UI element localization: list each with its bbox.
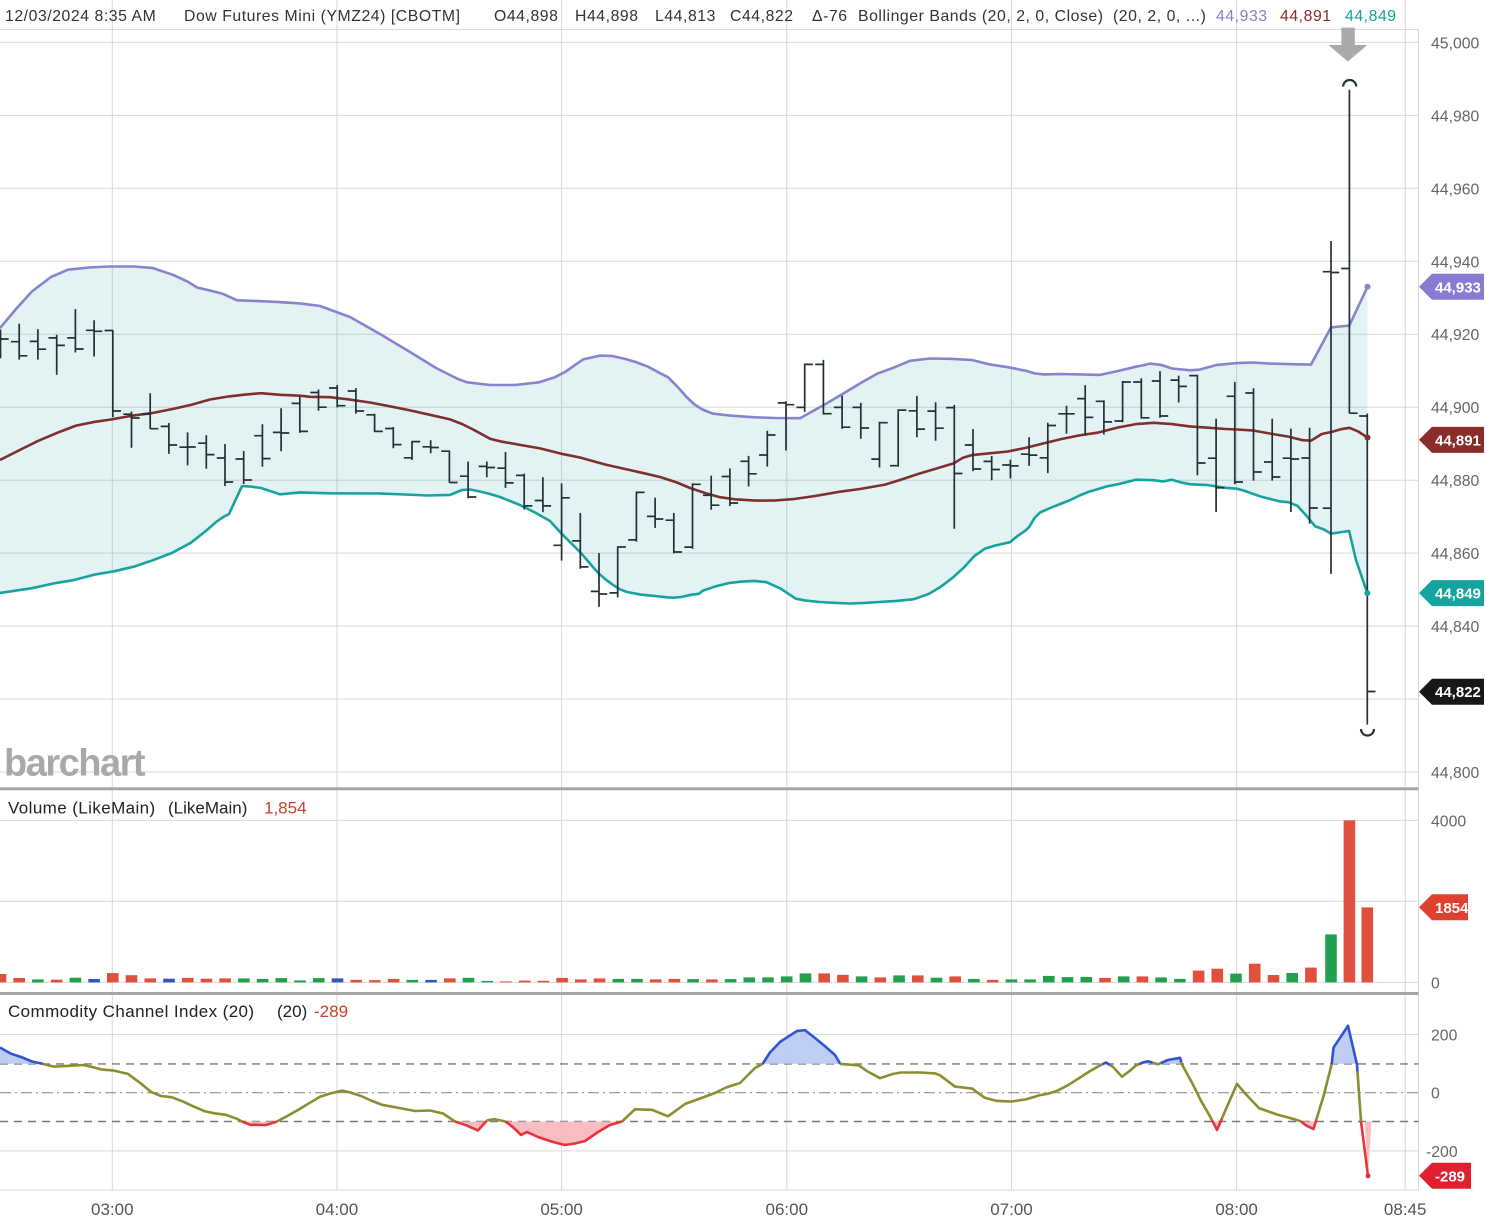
svg-text:44,800: 44,800 [1431,765,1480,782]
svg-text:-289: -289 [1435,1168,1465,1185]
svg-text:-200: -200 [1426,1144,1458,1161]
svg-text:08:00: 08:00 [1215,1200,1258,1219]
svg-text:barchart: barchart [4,743,146,785]
svg-text:44,849: 44,849 [1345,8,1397,25]
svg-text:44,822: 44,822 [1435,684,1481,701]
svg-text:(20, 2, 0, ...): (20, 2, 0, ...) [1113,8,1206,25]
svg-text:04:00: 04:00 [316,1200,359,1219]
svg-text:Δ-76: Δ-76 [812,8,848,25]
svg-text:(20): (20) [277,1002,307,1021]
svg-text:Volume (LikeMain): Volume (LikeMain) [8,799,156,818]
svg-text:12/03/2024 8:35 AM: 12/03/2024 8:35 AM [5,8,156,25]
svg-text:H44,898: H44,898 [575,8,639,25]
svg-text:0: 0 [1431,975,1440,992]
svg-text:0: 0 [1431,1086,1440,1103]
svg-text:200: 200 [1431,1028,1458,1045]
svg-text:44,933: 44,933 [1435,279,1481,296]
svg-text:1854: 1854 [1435,900,1469,917]
svg-text:44,891: 44,891 [1280,8,1332,25]
svg-text:44,960: 44,960 [1431,181,1480,198]
svg-text:44,900: 44,900 [1431,400,1480,417]
svg-text:05:00: 05:00 [540,1200,583,1219]
svg-text:O44,898: O44,898 [494,8,558,25]
svg-text:Commodity Channel Index (20): Commodity Channel Index (20) [8,1002,254,1021]
svg-text:C44,822: C44,822 [730,8,794,25]
svg-text:45,000: 45,000 [1431,35,1480,52]
svg-text:44,920: 44,920 [1431,327,1480,344]
svg-text:(LikeMain): (LikeMain) [168,799,247,818]
svg-text:44,980: 44,980 [1431,108,1480,125]
svg-text:03:00: 03:00 [91,1200,134,1219]
svg-text:-289: -289 [314,1002,348,1021]
svg-text:44,849: 44,849 [1435,586,1481,603]
svg-text:4000: 4000 [1431,813,1466,830]
svg-text:44,940: 44,940 [1431,254,1480,271]
svg-text:L44,813: L44,813 [655,8,716,25]
svg-text:44,840: 44,840 [1431,619,1480,636]
svg-text:06:00: 06:00 [766,1200,809,1219]
svg-text:Dow Futures Mini (YMZ24) [CBOT: Dow Futures Mini (YMZ24) [CBOTM] [184,8,461,25]
svg-text:1,854: 1,854 [264,799,307,818]
svg-text:07:00: 07:00 [990,1200,1033,1219]
svg-text:44,933: 44,933 [1216,8,1268,25]
svg-text:Bollinger Bands (20, 2, 0, Clo: Bollinger Bands (20, 2, 0, Close) [858,8,1104,25]
svg-text:08:45: 08:45 [1384,1200,1427,1219]
svg-text:44,880: 44,880 [1431,473,1480,490]
svg-text:44,860: 44,860 [1431,546,1480,563]
svg-text:44,891: 44,891 [1435,432,1481,449]
